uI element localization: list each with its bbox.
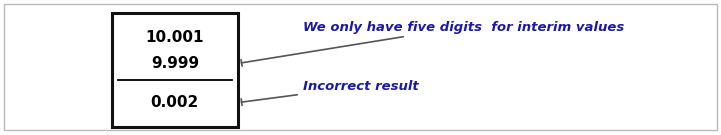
Text: 10.001: 10.001 [146,30,204,45]
Text: 0.002: 0.002 [151,95,199,110]
Text: 9.999: 9.999 [151,56,199,71]
FancyBboxPatch shape [112,14,238,127]
Text: Incorrect result: Incorrect result [242,80,419,105]
Text: We only have five digits  for interim values: We only have five digits for interim val… [241,21,624,66]
